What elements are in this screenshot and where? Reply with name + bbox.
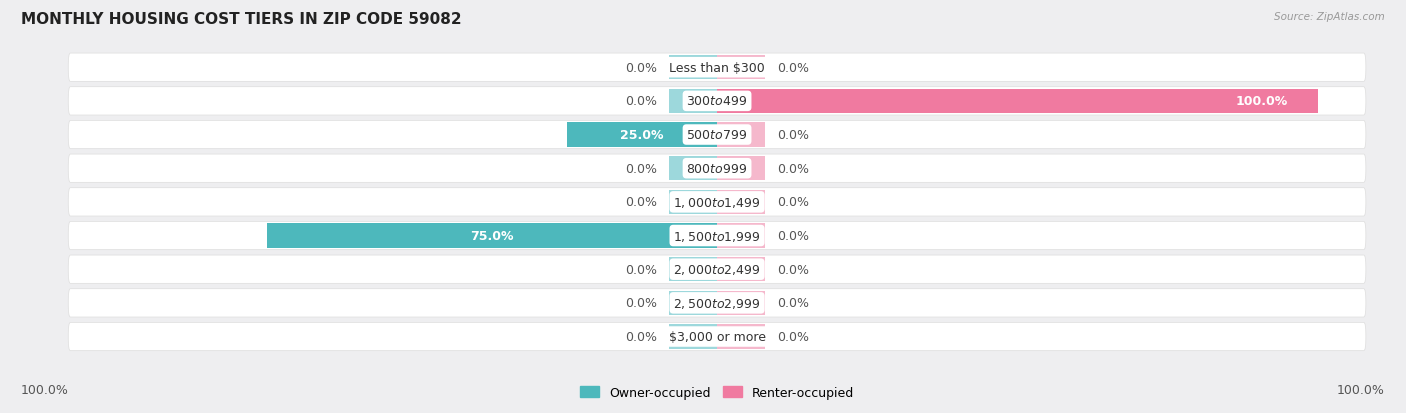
Bar bbox=[717, 157, 765, 181]
Bar bbox=[717, 90, 1317, 114]
Text: $300 to $499: $300 to $499 bbox=[686, 95, 748, 108]
Text: 0.0%: 0.0% bbox=[626, 263, 657, 276]
Text: 25.0%: 25.0% bbox=[620, 129, 664, 142]
Text: 100.0%: 100.0% bbox=[21, 384, 69, 396]
Bar bbox=[669, 157, 717, 181]
Text: 0.0%: 0.0% bbox=[626, 62, 657, 74]
Text: Source: ZipAtlas.com: Source: ZipAtlas.com bbox=[1274, 12, 1385, 22]
FancyBboxPatch shape bbox=[69, 88, 1365, 116]
Text: $2,500 to $2,999: $2,500 to $2,999 bbox=[673, 296, 761, 310]
Text: 0.0%: 0.0% bbox=[778, 330, 808, 343]
Text: 100.0%: 100.0% bbox=[1236, 95, 1288, 108]
FancyBboxPatch shape bbox=[69, 255, 1365, 284]
FancyBboxPatch shape bbox=[69, 121, 1365, 150]
FancyBboxPatch shape bbox=[69, 54, 1365, 82]
Text: MONTHLY HOUSING COST TIERS IN ZIP CODE 59082: MONTHLY HOUSING COST TIERS IN ZIP CODE 5… bbox=[21, 12, 461, 27]
FancyBboxPatch shape bbox=[69, 222, 1365, 250]
Bar bbox=[669, 325, 717, 349]
Text: 100.0%: 100.0% bbox=[1337, 384, 1385, 396]
Bar bbox=[669, 224, 717, 248]
Text: 0.0%: 0.0% bbox=[778, 230, 808, 242]
Text: 0.0%: 0.0% bbox=[778, 129, 808, 142]
FancyBboxPatch shape bbox=[69, 289, 1365, 317]
Bar bbox=[717, 257, 765, 282]
Text: $1,000 to $1,499: $1,000 to $1,499 bbox=[673, 195, 761, 209]
Bar bbox=[669, 90, 717, 114]
Bar bbox=[717, 123, 765, 147]
Bar bbox=[669, 123, 717, 147]
Text: 0.0%: 0.0% bbox=[626, 330, 657, 343]
Text: 0.0%: 0.0% bbox=[626, 297, 657, 310]
Bar bbox=[717, 90, 765, 114]
FancyBboxPatch shape bbox=[69, 188, 1365, 216]
Text: $800 to $999: $800 to $999 bbox=[686, 162, 748, 175]
Bar bbox=[717, 190, 765, 214]
Text: 0.0%: 0.0% bbox=[626, 95, 657, 108]
Bar bbox=[267, 224, 717, 248]
Bar bbox=[669, 56, 717, 80]
Bar bbox=[669, 291, 717, 315]
FancyBboxPatch shape bbox=[69, 323, 1365, 351]
Bar bbox=[717, 291, 765, 315]
Text: $1,500 to $1,999: $1,500 to $1,999 bbox=[673, 229, 761, 243]
Bar bbox=[669, 257, 717, 282]
Text: $3,000 or more: $3,000 or more bbox=[669, 330, 765, 343]
Text: 0.0%: 0.0% bbox=[778, 297, 808, 310]
Bar bbox=[717, 224, 765, 248]
Text: 0.0%: 0.0% bbox=[778, 162, 808, 175]
Text: $2,000 to $2,499: $2,000 to $2,499 bbox=[673, 263, 761, 277]
Legend: Owner-occupied, Renter-occupied: Owner-occupied, Renter-occupied bbox=[575, 381, 859, 404]
Text: 0.0%: 0.0% bbox=[626, 196, 657, 209]
Bar bbox=[567, 123, 717, 147]
Bar bbox=[717, 325, 765, 349]
Text: 0.0%: 0.0% bbox=[778, 62, 808, 74]
Text: 0.0%: 0.0% bbox=[626, 162, 657, 175]
Text: 75.0%: 75.0% bbox=[470, 230, 513, 242]
Text: 0.0%: 0.0% bbox=[778, 196, 808, 209]
Text: $500 to $799: $500 to $799 bbox=[686, 129, 748, 142]
Text: Less than $300: Less than $300 bbox=[669, 62, 765, 74]
Bar bbox=[717, 56, 765, 80]
Bar bbox=[669, 190, 717, 214]
Text: 0.0%: 0.0% bbox=[778, 263, 808, 276]
FancyBboxPatch shape bbox=[69, 155, 1365, 183]
